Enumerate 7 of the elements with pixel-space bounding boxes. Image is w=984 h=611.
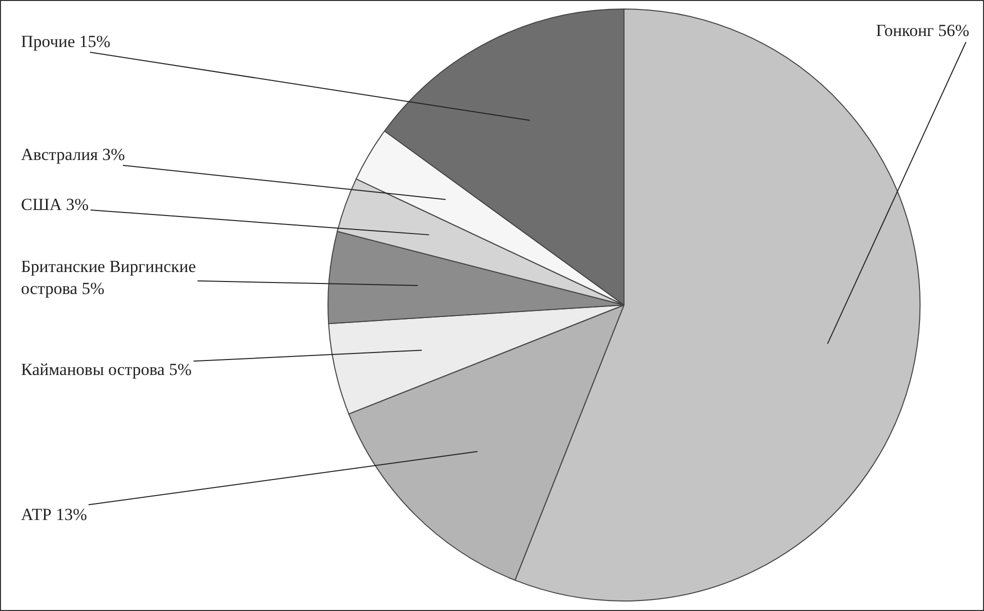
slice-label: Австралия 3% xyxy=(21,145,125,164)
slice-label: Прочие 15% xyxy=(21,32,110,51)
slice-label: Британские Виргинские острова 5% xyxy=(21,257,196,298)
slice-label: АТР 13% xyxy=(21,505,88,524)
slice-label: Каймановы острова 5% xyxy=(21,360,192,379)
slice-label: Гонконг 56% xyxy=(876,21,970,40)
slice-label: США 3% xyxy=(21,195,89,214)
